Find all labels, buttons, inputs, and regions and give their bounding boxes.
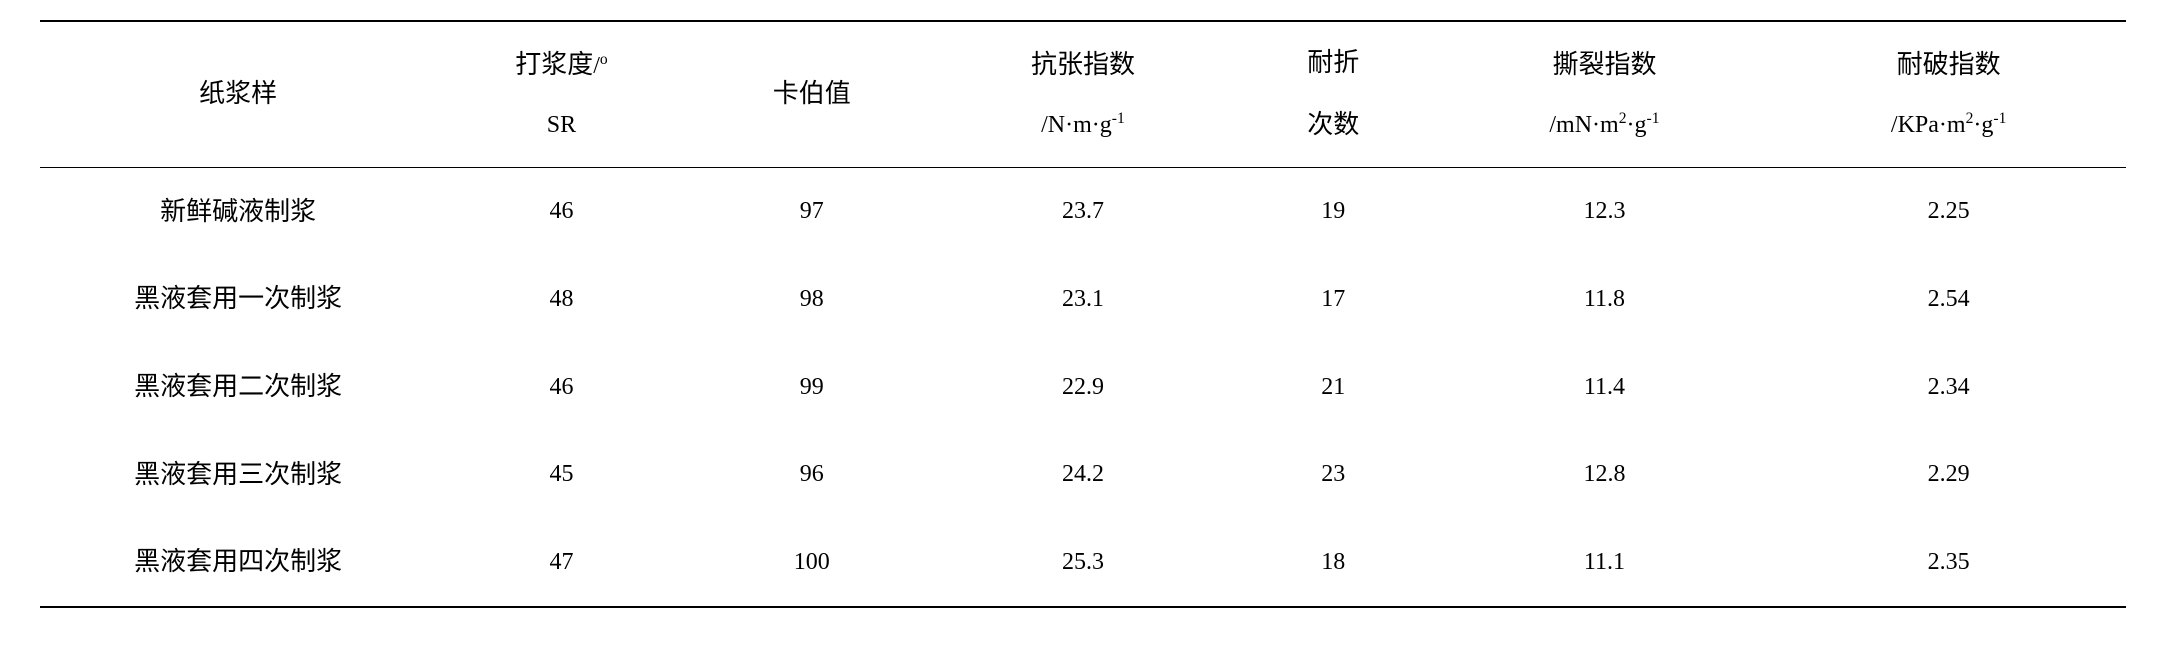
cell-tensile: 22.9 [1062,374,1104,400]
header-unit-line2: SR [547,112,576,138]
col-header-kappa: 卡伯值 [687,21,937,167]
cell-sample: 黑液套用四次制浆 [134,547,342,576]
cell-fold: 19 [1321,198,1345,224]
table-row: 黑液套用二次制浆 46 99 22.9 21 11.4 2.34 [40,343,2126,431]
cell-burst: 2.29 [1928,461,1970,487]
cell-kappa: 99 [800,374,824,400]
cell-beating: 46 [549,198,573,224]
col-header-sample: 纸浆样 [40,21,436,167]
cell-beating: 45 [549,461,573,487]
cell-tear: 12.8 [1583,461,1625,487]
cell-sample: 黑液套用三次制浆 [134,460,342,489]
cell-kappa: 96 [800,461,824,487]
cell-sample: 黑液套用二次制浆 [134,372,342,401]
table-row: 黑液套用三次制浆 45 96 24.2 23 12.8 2.29 [40,431,2126,519]
cell-tensile: 24.2 [1062,461,1104,487]
pulp-properties-table: 纸浆样 打浆度/o SR 卡伯值 抗张指数 /N·m·g-1 耐折 次数 撕裂指… [40,20,2126,608]
header-label: 纸浆样 [199,79,277,108]
cell-burst: 2.35 [1928,549,1970,575]
cell-burst: 2.25 [1928,198,1970,224]
header-label: 打浆度 [515,50,593,79]
cell-burst: 2.34 [1928,374,1970,400]
cell-tensile: 23.7 [1062,198,1104,224]
header-unit: /o [593,53,607,79]
cell-tear: 11.1 [1584,549,1625,575]
cell-tear: 11.4 [1584,374,1625,400]
cell-kappa: 98 [800,286,824,312]
table-row: 黑液套用四次制浆 47 100 25.3 18 11.1 2.35 [40,518,2126,607]
header-label: 卡伯值 [773,79,851,108]
cell-beating: 47 [549,549,573,575]
cell-beating: 46 [549,374,573,400]
header-label: 抗张指数 [1031,50,1135,79]
cell-fold: 23 [1321,461,1345,487]
table-body: 新鲜碱液制浆 46 97 23.7 19 12.3 2.25 黑液套用一次制浆 … [40,167,2126,606]
header-unit: /mN·m2·g-1 [1549,112,1659,138]
col-header-beating: 打浆度/o SR [436,21,686,167]
cell-tear: 11.8 [1584,286,1625,312]
cell-burst: 2.54 [1928,286,1970,312]
cell-fold: 21 [1321,374,1345,400]
table-header-row: 纸浆样 打浆度/o SR 卡伯值 抗张指数 /N·m·g-1 耐折 次数 撕裂指… [40,21,2126,167]
col-header-fold: 耐折 次数 [1229,21,1438,167]
col-header-tensile: 抗张指数 /N·m·g-1 [937,21,1229,167]
cell-beating: 48 [549,286,573,312]
cell-kappa: 100 [794,549,830,575]
cell-tensile: 23.1 [1062,286,1104,312]
cell-tensile: 25.3 [1062,549,1104,575]
table-row: 黑液套用一次制浆 48 98 23.1 17 11.8 2.54 [40,255,2126,343]
header-unit: /N·m·g-1 [1041,112,1125,138]
cell-sample: 黑液套用一次制浆 [134,284,342,313]
header-label: 耐破指数 [1897,50,2001,79]
cell-tear: 12.3 [1583,198,1625,224]
header-label: 耐折 [1307,48,1359,77]
header-label-line2: 次数 [1307,110,1359,139]
header-label: 撕裂指数 [1552,50,1656,79]
cell-kappa: 97 [800,198,824,224]
cell-fold: 17 [1321,286,1345,312]
cell-fold: 18 [1321,549,1345,575]
table-row: 新鲜碱液制浆 46 97 23.7 19 12.3 2.25 [40,167,2126,255]
cell-sample: 新鲜碱液制浆 [160,197,316,226]
col-header-tear: 撕裂指数 /mN·m2·g-1 [1438,21,1772,167]
col-header-burst: 耐破指数 /KPa·m2·g-1 [1771,21,2126,167]
header-unit: /KPa·m2·g-1 [1891,112,2006,138]
